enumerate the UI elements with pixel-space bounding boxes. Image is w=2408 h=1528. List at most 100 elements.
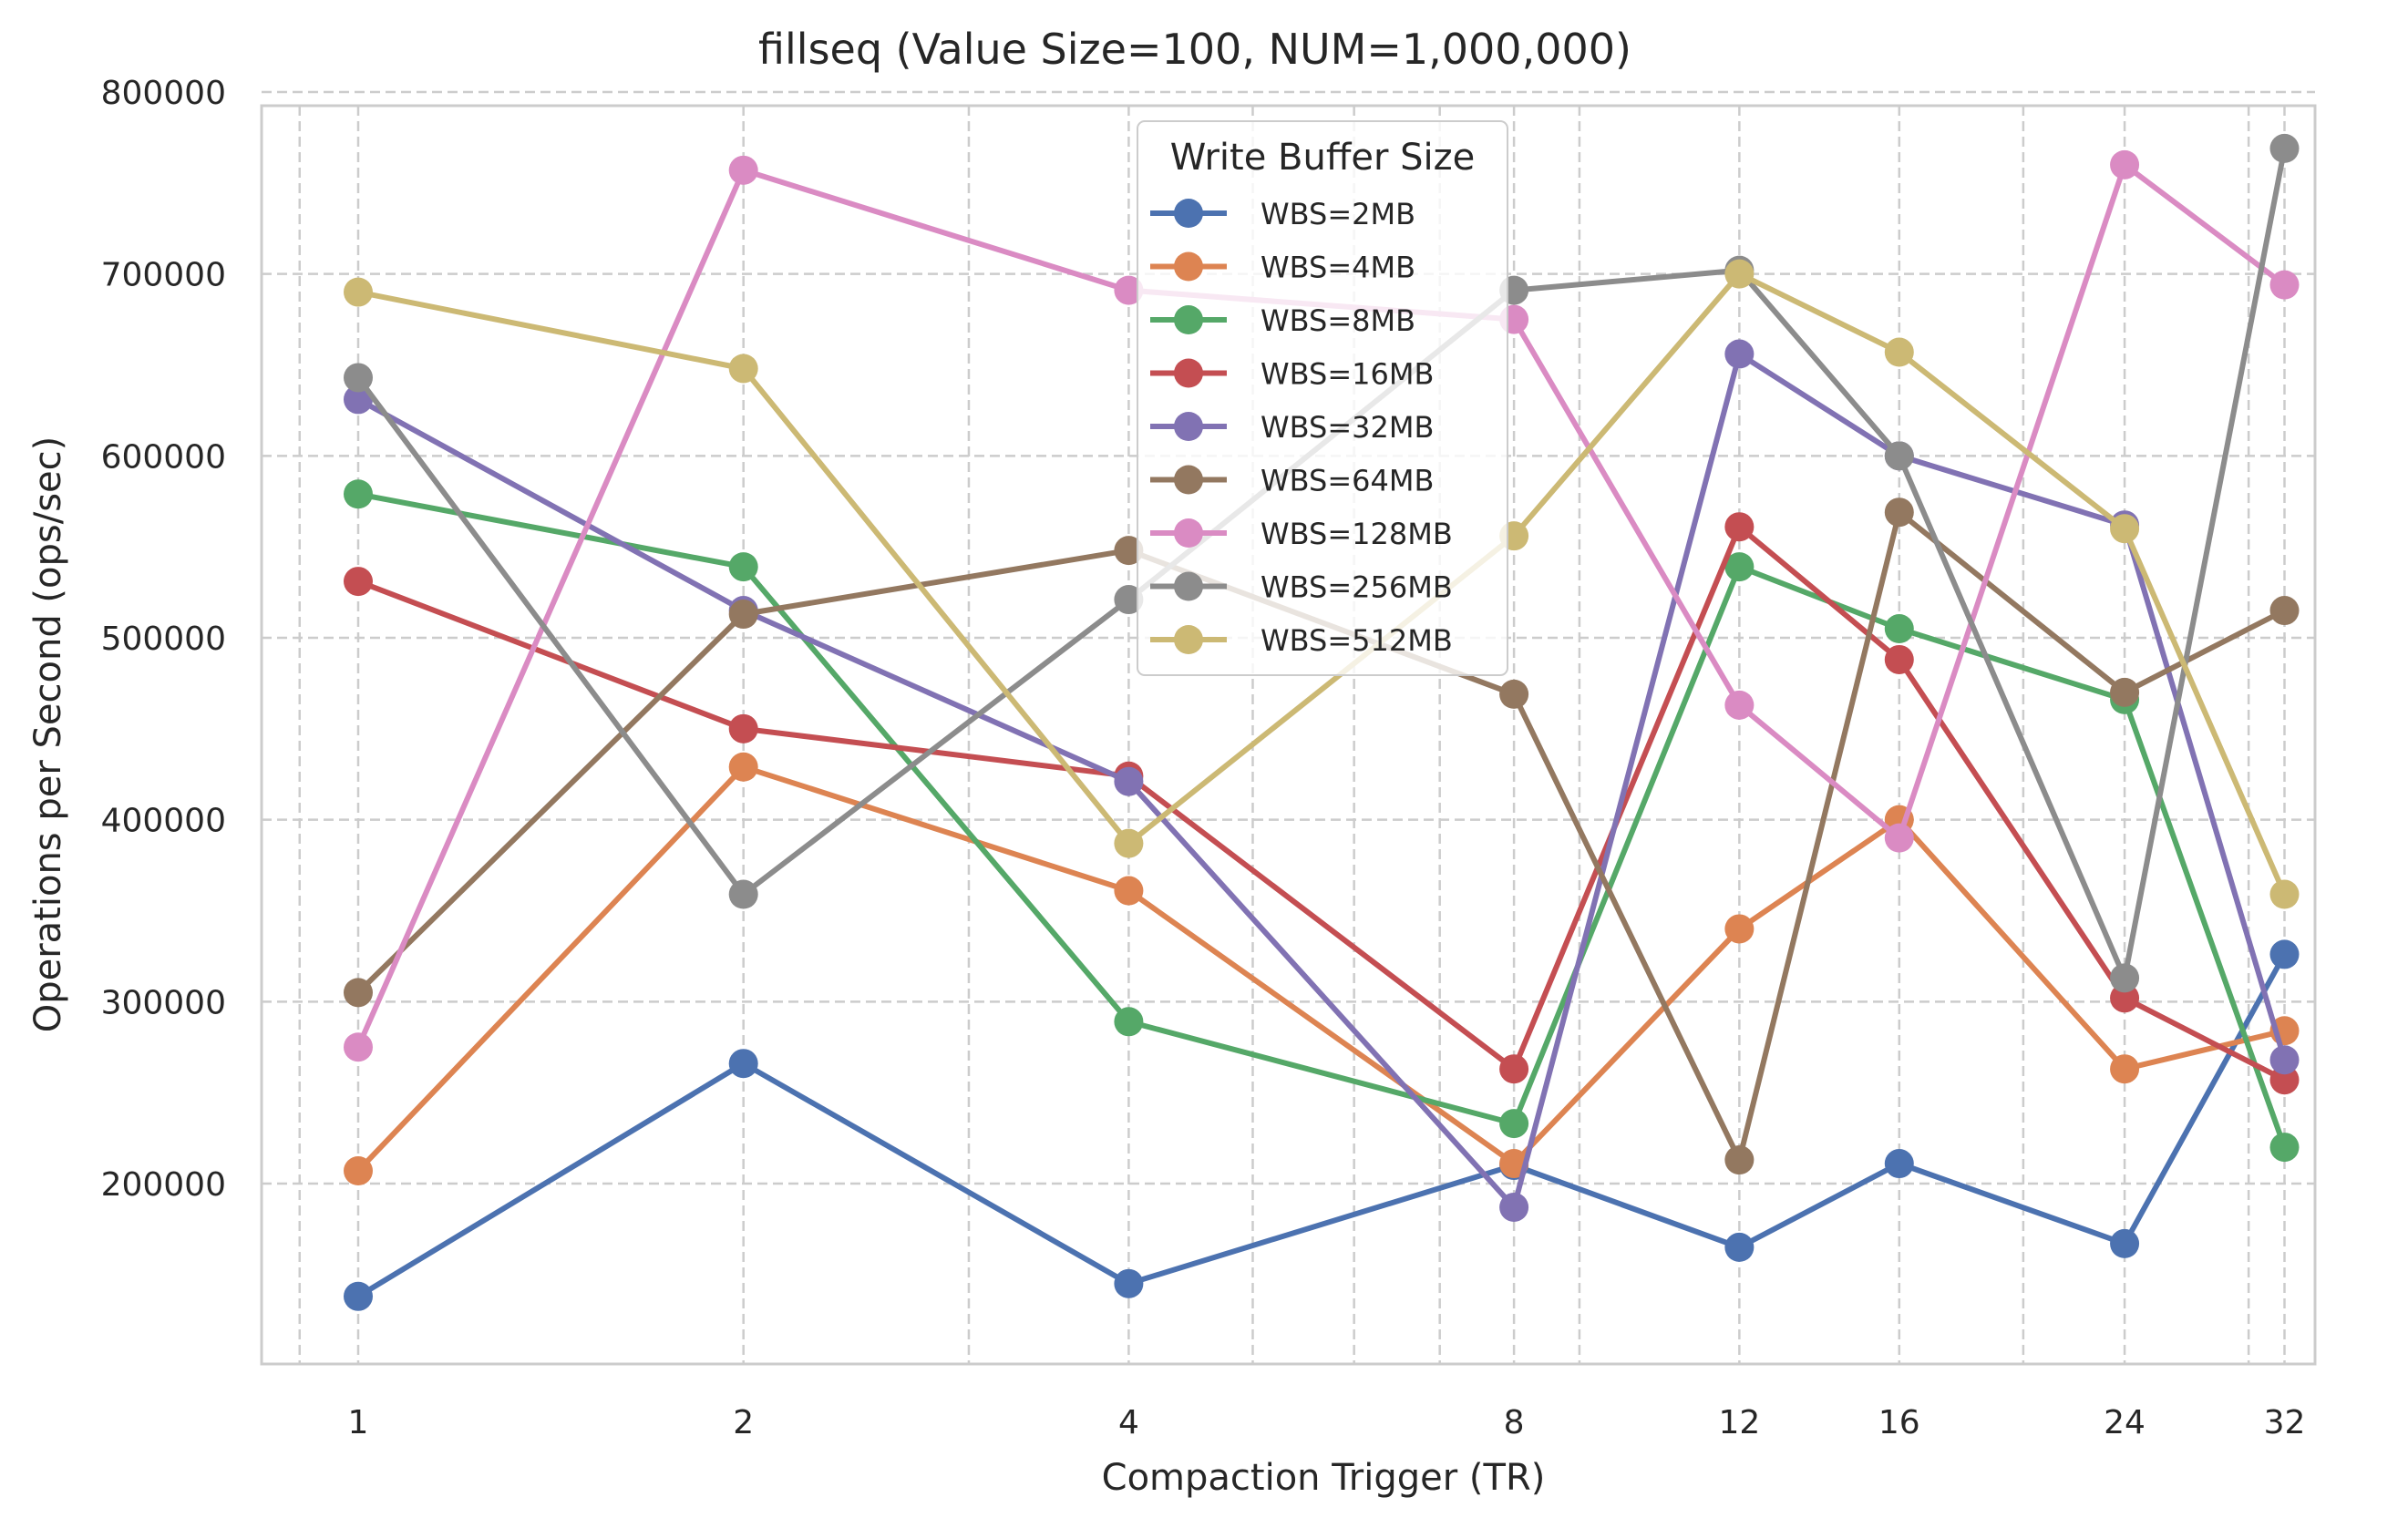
data-point	[2269, 1045, 2300, 1075]
series-line	[356, 952, 2288, 1299]
legend-marker	[1174, 571, 1203, 601]
data-point	[1499, 679, 1529, 709]
data-point	[2269, 596, 2300, 626]
data-point	[728, 600, 758, 630]
y-tick-label: 400000	[101, 803, 226, 840]
series-line	[355, 148, 2288, 981]
data-point	[344, 385, 373, 415]
data-point	[2110, 514, 2140, 544]
legend-label: WBS=8MB	[1261, 303, 1415, 338]
series-line	[357, 271, 2288, 896]
data-point	[1884, 614, 1914, 644]
data-point	[2269, 1133, 2300, 1163]
legend-marker	[1174, 625, 1203, 654]
x-tick-label: 12	[1718, 1404, 1760, 1441]
data-point	[1724, 1145, 1755, 1175]
legend-label: WBS=128MB	[1261, 517, 1453, 551]
x-axis-label: Compaction Trigger (TR)	[1102, 1457, 1546, 1499]
legend-label: WBS=256MB	[1261, 570, 1453, 605]
data-point	[344, 1156, 373, 1186]
y-tick-label: 700000	[101, 257, 226, 294]
data-point	[728, 752, 758, 782]
data-point	[1499, 1192, 1529, 1222]
series-line	[356, 524, 2286, 1082]
legend-label: WBS=2MB	[1261, 197, 1415, 231]
legend-label: WBS=4MB	[1261, 251, 1415, 285]
y-axis: 200000 300000 400000 500000 600000 700000 8000…	[101, 75, 226, 1204]
data-point	[728, 1049, 758, 1079]
legend: Write Buffer Size WBS=2MBWBS=4MBWBS=8MBW…	[1137, 120, 1508, 676]
series-wbs-128mb	[344, 149, 2300, 1062]
data-point	[1114, 275, 1144, 305]
series-line	[355, 161, 2287, 1049]
series-line	[357, 491, 2288, 1149]
data-point	[1114, 536, 1144, 566]
legend-marker	[1174, 518, 1203, 548]
x-tick-label: 2	[733, 1404, 754, 1441]
data-point	[2269, 879, 2300, 909]
legend-items: WBS=2MB WBS=4MB WBS=8MB WBS=16MB WBS=32MB WBS…	[1150, 197, 1453, 658]
data-point	[344, 567, 373, 597]
legend-marker	[1174, 465, 1203, 495]
data-point	[1499, 1054, 1529, 1084]
data-point	[728, 879, 758, 909]
series-line	[355, 509, 2286, 1163]
legend-marker	[1174, 251, 1203, 282]
legend-marker	[1174, 305, 1203, 334]
data-point	[1114, 876, 1144, 906]
data-point	[728, 552, 758, 582]
x-tick-label: 24	[2104, 1404, 2146, 1441]
y-tick-label: 500000	[101, 620, 226, 658]
data-point	[1884, 1149, 1914, 1179]
data-point	[1884, 823, 1914, 853]
legend-marker	[1174, 358, 1203, 388]
legend-box	[1137, 120, 1508, 676]
chart-title: fillseq (Value Size=100, NUM=1,000,000)	[758, 25, 1631, 74]
data-point	[1499, 1109, 1529, 1139]
data-point	[1724, 339, 1755, 369]
data-point	[2269, 133, 2300, 163]
data-point	[344, 277, 373, 307]
data-point	[2269, 270, 2300, 300]
x-tick-label: 4	[1118, 1404, 1139, 1441]
data-point	[1724, 259, 1755, 289]
data-point	[2110, 1228, 2140, 1258]
data-point	[344, 1281, 373, 1311]
y-axis-label: Operations per Second (ops/sec)	[27, 436, 69, 1033]
series-wbs-256mb	[344, 133, 2300, 993]
data-point	[728, 155, 758, 185]
x-axis: 1 2 4 8 12 16 24 32	[348, 1404, 2306, 1441]
data-point	[1724, 690, 1755, 720]
series-group	[344, 133, 2300, 1311]
data-point	[344, 1032, 373, 1062]
y-tick-label: 300000	[101, 984, 226, 1021]
data-point	[1884, 337, 1914, 367]
legend-label: WBS=512MB	[1261, 623, 1453, 658]
data-point	[728, 354, 758, 384]
data-point	[1114, 1007, 1144, 1037]
data-point	[344, 479, 373, 509]
data-point	[1114, 828, 1144, 858]
data-point	[2110, 1054, 2140, 1084]
data-point	[344, 978, 373, 1008]
y-tick-label: 800000	[101, 75, 226, 112]
y-tick-label: 200000	[101, 1166, 226, 1204]
legend-label: WBS=32MB	[1261, 410, 1434, 445]
data-point	[2269, 1065, 2300, 1095]
plot-frame	[260, 104, 2317, 1366]
legend-label: WBS=16MB	[1261, 357, 1434, 392]
series-wbs-16mb	[344, 512, 2300, 1095]
y-tick-label: 600000	[101, 438, 226, 476]
data-point	[1884, 441, 1914, 471]
legend-label: WBS=64MB	[1261, 464, 1434, 498]
data-point	[1114, 585, 1144, 615]
data-point	[1884, 497, 1914, 528]
x-tick-label: 32	[2264, 1404, 2306, 1441]
x-tick-label: 1	[348, 1404, 369, 1441]
data-point	[2110, 677, 2140, 707]
data-point	[2110, 149, 2140, 179]
data-point	[1724, 512, 1755, 542]
legend-marker	[1174, 412, 1203, 441]
data-point	[1114, 1268, 1144, 1298]
